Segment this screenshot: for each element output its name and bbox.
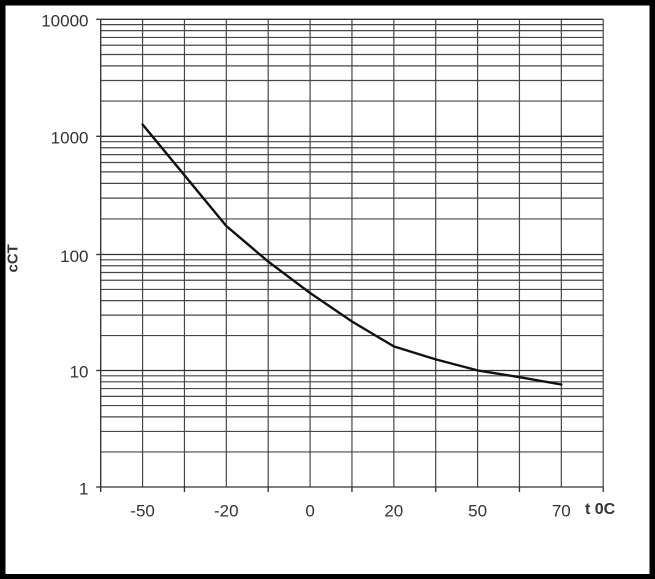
svg-text:t 0C: t 0C	[585, 501, 616, 518]
svg-text:50: 50	[468, 502, 487, 521]
svg-text:100: 100	[60, 247, 88, 266]
svg-text:10: 10	[70, 363, 89, 382]
svg-text:70: 70	[552, 502, 571, 521]
svg-text:0: 0	[305, 502, 314, 521]
svg-text:-20: -20	[214, 502, 239, 521]
svg-text:10000: 10000	[41, 12, 88, 31]
svg-text:1: 1	[79, 480, 88, 499]
svg-text:cCT: cCT	[5, 244, 22, 272]
svg-text:20: 20	[384, 502, 403, 521]
svg-text:1000: 1000	[51, 129, 89, 148]
svg-text:-50: -50	[130, 502, 155, 521]
